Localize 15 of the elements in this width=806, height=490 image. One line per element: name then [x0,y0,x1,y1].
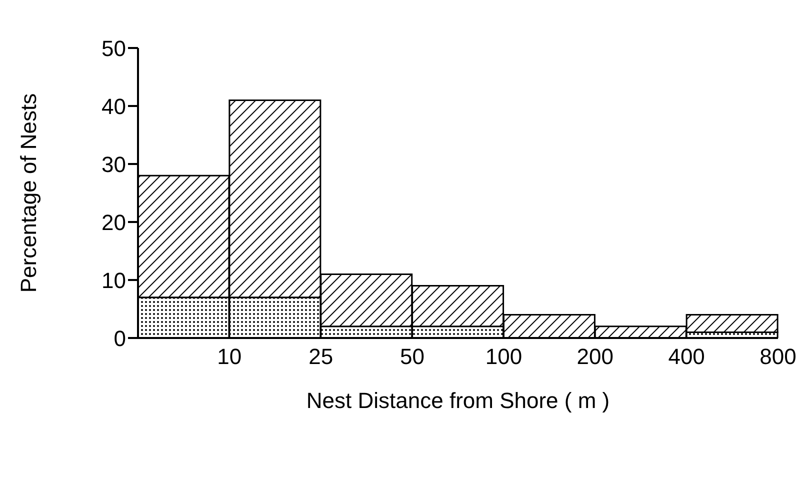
y-tick-label: 40 [102,94,126,119]
y-tick-label: 10 [102,268,126,293]
y-tick-label: 0 [114,326,126,351]
y-axis-title: Percentage of Nests [16,93,41,293]
text: 10 [217,344,242,369]
y-tick-label: 50 [102,36,126,61]
text: 200 [576,344,614,369]
x-axis-title: Nest Distance from Shore ( m ) [306,388,610,413]
text: 800 [760,344,796,369]
text: 50 [400,344,425,369]
text: 100 [485,344,522,369]
text: 400 [668,344,705,369]
y-tick-label: 30 [102,152,126,177]
text: 25 [308,344,334,369]
y-tick-label: 20 [102,210,126,235]
